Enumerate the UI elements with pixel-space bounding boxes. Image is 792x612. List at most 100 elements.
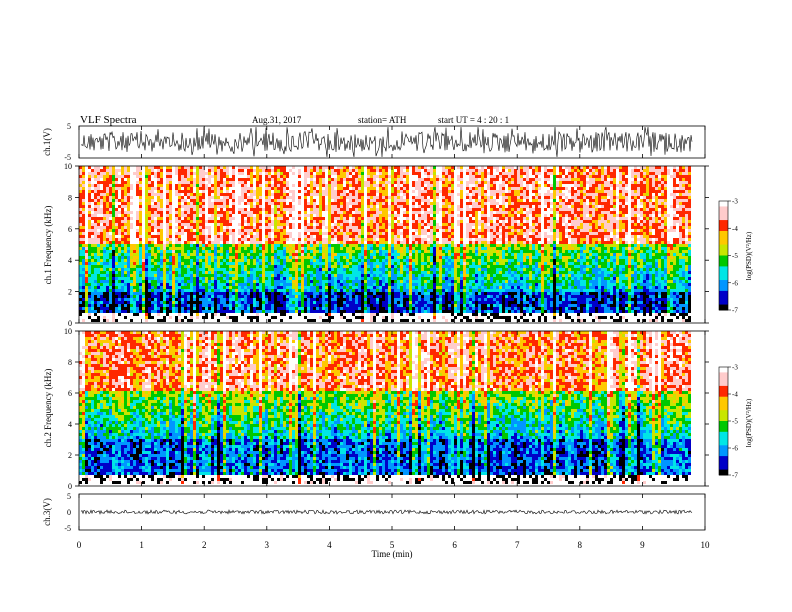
- spectrogram-cell: [514, 166, 517, 169]
- spectrogram-cell: [226, 190, 229, 193]
- spectrogram-cell: [589, 187, 592, 190]
- spectrogram-cell: [466, 217, 469, 220]
- spectrogram-cell: [229, 208, 232, 211]
- spectrogram-cell: [265, 172, 268, 175]
- spectrogram-cell: [262, 199, 265, 202]
- spectrogram-cell: [595, 166, 598, 169]
- spectrogram-cell: [529, 217, 532, 220]
- spectrogram-cell: [127, 211, 130, 214]
- spectrogram-cell: [601, 175, 604, 178]
- spectrogram-cell: [652, 232, 655, 235]
- spectrogram-cell: [526, 187, 529, 190]
- spectrogram-cell: [337, 187, 340, 190]
- spectrogram-cell: [217, 193, 220, 196]
- spectrogram-cell: [394, 220, 397, 223]
- spectrogram-cell: [577, 235, 580, 238]
- spectrogram-cell: [643, 196, 646, 199]
- spectrogram-cell: [514, 211, 517, 214]
- spectrogram-cell: [481, 229, 484, 232]
- spectrogram-cell: [88, 166, 91, 169]
- spectrogram-cell: [568, 181, 571, 184]
- spectrogram-cell: [535, 178, 538, 181]
- spectrogram-cell: [385, 199, 388, 202]
- spectrogram-cell: [334, 229, 337, 232]
- spectrogram-cell: [562, 175, 565, 178]
- spectrogram-cell: [505, 199, 508, 202]
- spectrogram-cell: [346, 208, 349, 211]
- spectrogram-cell: [169, 235, 172, 238]
- spectrogram-cell: [658, 229, 661, 232]
- spectrogram-cell: [244, 205, 247, 208]
- spectrogram-cell: [538, 193, 541, 196]
- spectrogram-cell: [613, 223, 616, 226]
- spectrogram-cell: [508, 226, 511, 229]
- spectrogram-cell: [331, 184, 334, 187]
- spectrogram-cell: [262, 166, 265, 169]
- spectrogram-cell: [625, 205, 628, 208]
- spectrogram-cell: [670, 217, 673, 220]
- spectrogram-cell: [325, 238, 328, 241]
- spectrogram-cell: [97, 193, 100, 196]
- spectrogram-cell: [349, 193, 352, 196]
- spectrogram-cell: [112, 166, 115, 169]
- spectrogram-cell: [367, 211, 370, 214]
- spectrogram-cell: [616, 187, 619, 190]
- spectrogram-cell: [610, 184, 613, 187]
- spectrogram-cell: [442, 193, 445, 196]
- spectrogram-cell: [586, 190, 589, 193]
- spectrogram-cell: [304, 175, 307, 178]
- spectrogram-cell: [205, 193, 208, 196]
- spectrogram-cell: [346, 181, 349, 184]
- spectrogram-cell: [463, 232, 466, 235]
- spectrogram-cell: [202, 190, 205, 193]
- spectrogram-cell: [379, 205, 382, 208]
- spectrogram-cell: [100, 166, 103, 169]
- spectrogram-cell: [616, 220, 619, 223]
- spectrogram-cell: [355, 181, 358, 184]
- spectrogram-cell: [610, 211, 613, 214]
- spectrogram-cell: [529, 211, 532, 214]
- spectrogram-cell: [670, 220, 673, 223]
- spectrogram-cell: [475, 223, 478, 226]
- spectrogram-cell: [613, 196, 616, 199]
- spectrogram-cell: [325, 223, 328, 226]
- spectrogram-cell: [163, 166, 166, 169]
- spectrogram-cell: [409, 208, 412, 211]
- spectrogram-cell: [274, 223, 277, 226]
- spectrogram-cell: [112, 220, 115, 223]
- spectrogram-cell: [379, 181, 382, 184]
- spectrogram-cell: [304, 226, 307, 229]
- spectrogram-cell: [394, 193, 397, 196]
- spectrogram-cell: [634, 172, 637, 175]
- spectrogram-cell: [172, 166, 175, 169]
- spectrogram-cell: [139, 181, 142, 184]
- spectrogram-cell: [100, 172, 103, 175]
- spectrogram-cell: [499, 184, 502, 187]
- spectrogram-cell: [202, 193, 205, 196]
- spectrogram-cell: [598, 235, 601, 238]
- spectrogram-cell: [622, 211, 625, 214]
- spectrogram-cell: [142, 184, 145, 187]
- spectrogram-cell: [160, 208, 163, 211]
- spectrogram-cell: [469, 232, 472, 235]
- spectrogram-cell: [247, 229, 250, 232]
- spectrogram-cell: [421, 169, 424, 172]
- spectrogram-cell: [550, 220, 553, 223]
- spectrogram-cell: [610, 223, 613, 226]
- spectrogram-cell: [163, 232, 166, 235]
- spectrogram-cell: [634, 196, 637, 199]
- spectrogram-cell: [598, 184, 601, 187]
- spectrogram-cell: [229, 184, 232, 187]
- spectrogram-cell: [178, 169, 181, 172]
- spectrogram-cell: [358, 214, 361, 217]
- spectrogram-cell: [466, 193, 469, 196]
- spectrogram-cell: [310, 232, 313, 235]
- spectrogram-cell: [502, 208, 505, 211]
- spectrogram-cell: [634, 211, 637, 214]
- spectrogram-cell: [331, 193, 334, 196]
- spectrogram-cell: [145, 169, 148, 172]
- spectrogram-cell: [172, 172, 175, 175]
- spectrogram-cell: [634, 187, 637, 190]
- spectrogram-cell: [493, 187, 496, 190]
- spectrogram-cell: [355, 220, 358, 223]
